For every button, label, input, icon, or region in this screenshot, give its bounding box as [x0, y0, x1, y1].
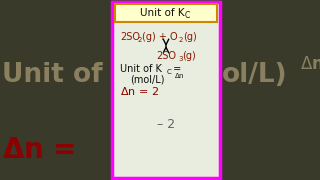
Text: 2SO: 2SO — [156, 51, 176, 61]
Text: (mol/L): (mol/L) — [130, 74, 164, 84]
Bar — [220, 0, 320, 180]
Text: C: C — [167, 69, 172, 75]
Text: (g) + O: (g) + O — [142, 32, 178, 42]
Text: ol/L): ol/L) — [222, 62, 288, 88]
Text: 2: 2 — [138, 37, 142, 43]
Bar — [112, 2, 220, 178]
Text: C: C — [184, 10, 190, 19]
Text: (g): (g) — [182, 51, 196, 61]
Text: Unit of K: Unit of K — [120, 64, 162, 74]
Text: – 2: – 2 — [157, 118, 175, 132]
Bar — [115, 4, 217, 22]
Text: =: = — [170, 64, 181, 74]
Text: $\Delta$n = 2: $\Delta$n = 2 — [120, 85, 159, 97]
Text: Unit of K: Unit of K — [140, 8, 184, 18]
Text: (g): (g) — [183, 32, 197, 42]
Text: Unit of: Unit of — [2, 62, 103, 88]
Bar — [112, 2, 220, 178]
Text: $\Delta$n: $\Delta$n — [174, 71, 185, 80]
Text: 2SO: 2SO — [120, 32, 140, 42]
Text: $\mathbf{\Delta}$n =: $\mathbf{\Delta}$n = — [2, 136, 75, 164]
Text: 2: 2 — [179, 37, 183, 43]
Text: $\Delta$n: $\Delta$n — [300, 55, 320, 73]
Bar — [0, 0, 112, 180]
Text: 3: 3 — [178, 56, 182, 62]
